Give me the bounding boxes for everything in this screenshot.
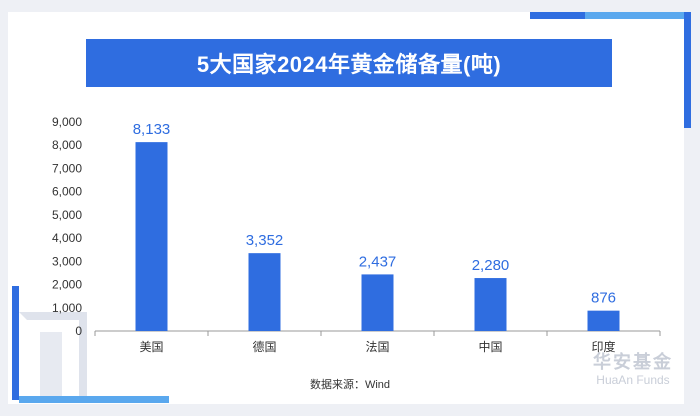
- bar-1: [135, 142, 168, 331]
- x-tick-label: 美国: [139, 340, 163, 354]
- y-tick-label: 8,000: [52, 138, 82, 152]
- corner-accent-bottom: [19, 396, 169, 403]
- x-tick-label: 中国: [478, 339, 502, 354]
- data-label: 2,437: [359, 253, 397, 270]
- y-tick-label: 3,000: [52, 254, 82, 268]
- y-tick-label: 0: [75, 324, 82, 338]
- data-label: 2,280: [472, 257, 510, 274]
- source-note: 数据来源：Wind: [309, 379, 391, 391]
- corner-accent-right: [684, 12, 691, 128]
- bar-4: [474, 278, 507, 331]
- logo-name-en: HuaAn Funds: [596, 373, 670, 387]
- chart-title: 5大国家2024年黄金储备量(吨): [86, 39, 612, 87]
- x-tick-label: 法国: [365, 340, 389, 354]
- corner-block-decoration: [40, 332, 62, 396]
- bar-3: [361, 274, 394, 331]
- x-tick-label: 德国: [252, 339, 276, 354]
- y-tick-label: 7,000: [52, 161, 82, 175]
- data-label: 876: [591, 290, 616, 307]
- y-tick-label: 2,000: [52, 278, 82, 292]
- corner-accent-left: [12, 286, 19, 400]
- logo-name-cn: 华安基金: [593, 352, 673, 372]
- y-tick-label: 5,000: [52, 208, 82, 222]
- data-label: 8,133: [133, 121, 171, 138]
- y-tick-label: 6,000: [52, 185, 82, 199]
- corner-frame-decoration: [19, 312, 87, 396]
- y-tick-label: 4,000: [52, 231, 82, 245]
- data-label: 3,352: [246, 232, 284, 249]
- corner-accent-top-light: [585, 12, 685, 19]
- bar-2: [248, 253, 281, 331]
- x-tick-label: 印度: [591, 339, 615, 354]
- brand-logo: 华安基金 HuaAn Funds: [588, 352, 678, 388]
- bar-5: [587, 310, 620, 331]
- y-tick-label: 9,000: [52, 115, 82, 129]
- y-tick-label: 1,000: [52, 301, 82, 315]
